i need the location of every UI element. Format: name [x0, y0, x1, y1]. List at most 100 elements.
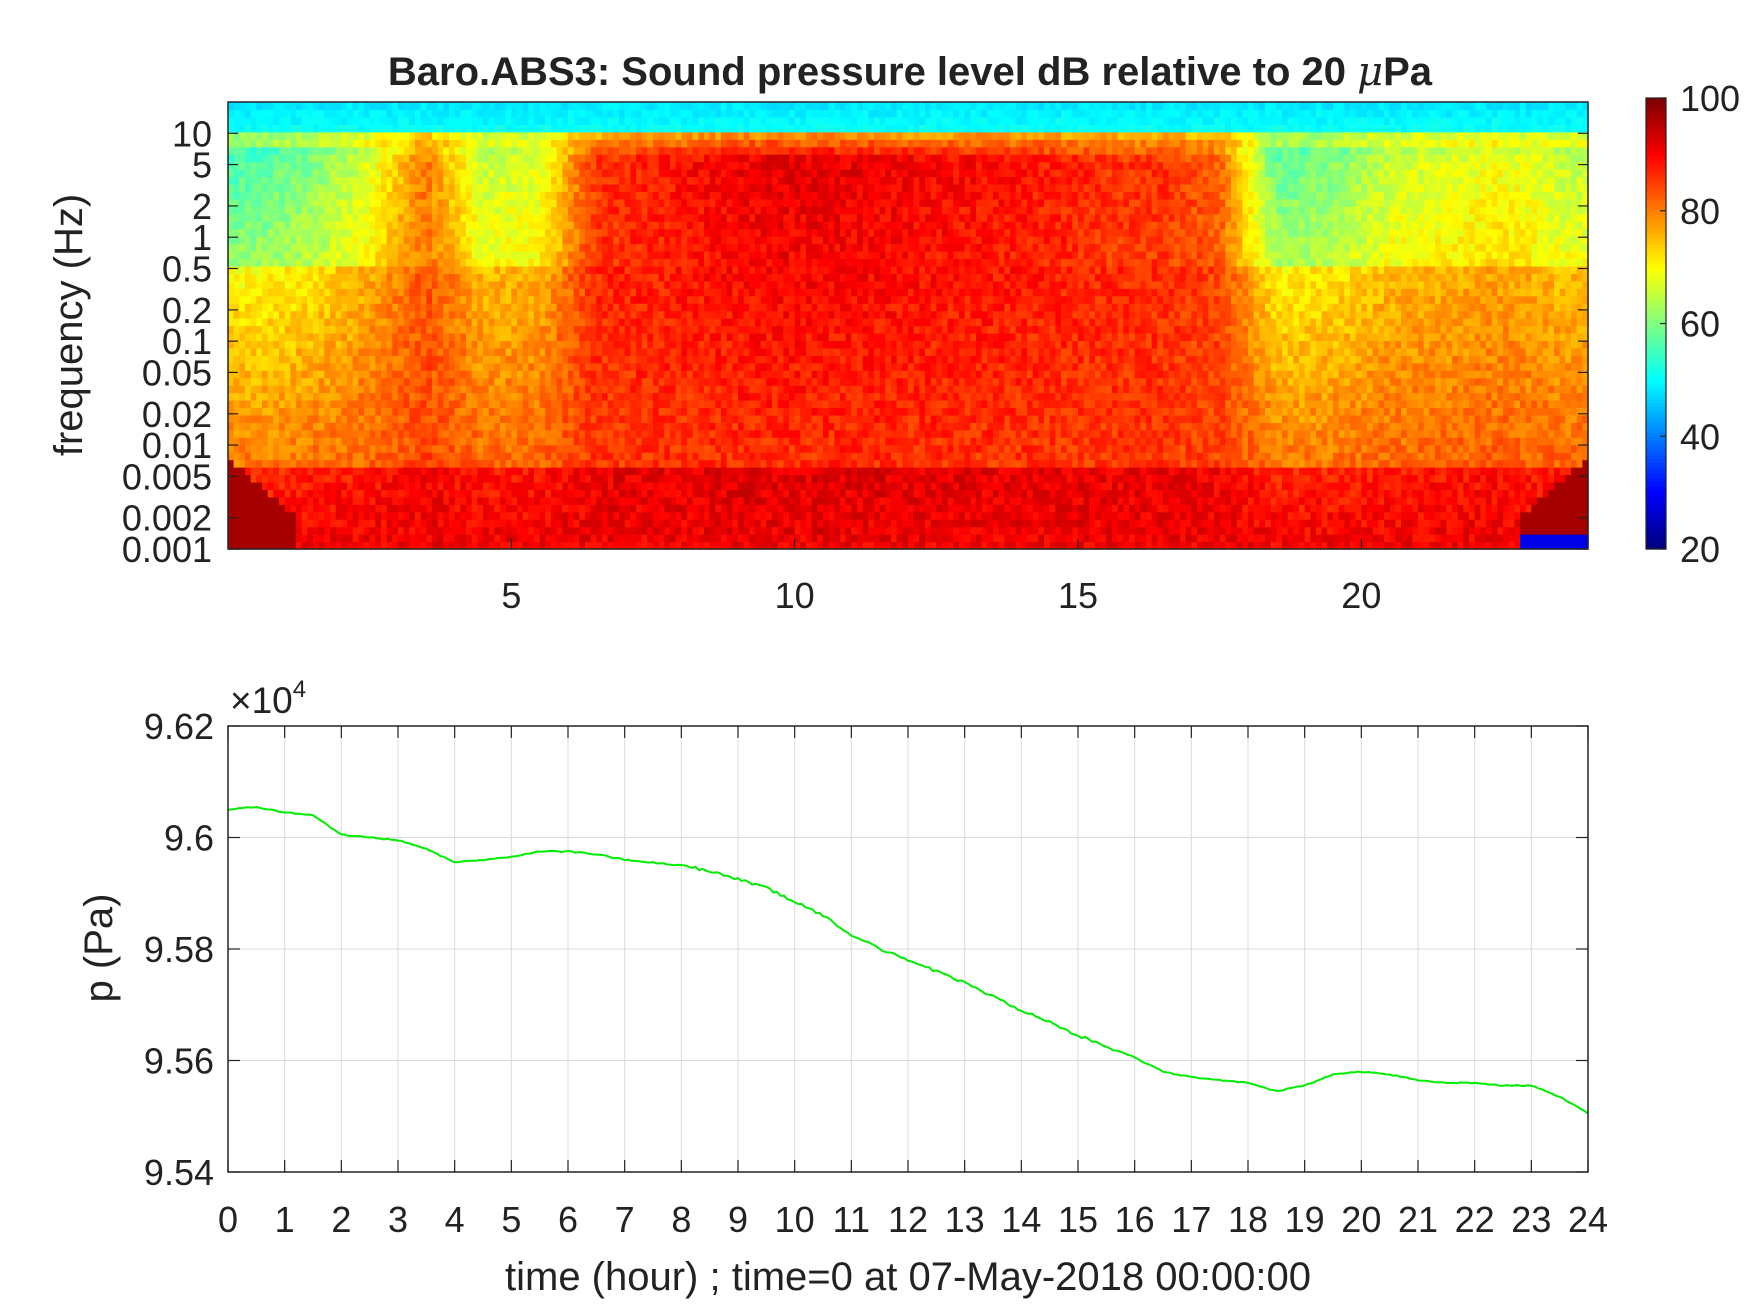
spectrogram-cell: [528, 362, 535, 371]
spectrogram-cell: [670, 191, 677, 200]
spectrogram-cell: [647, 355, 654, 364]
spectrogram-cell: [494, 318, 501, 327]
spectrogram-cell: [375, 288, 382, 297]
spectrogram-cell: [602, 131, 609, 140]
spectrogram-cell: [284, 444, 291, 453]
spectrogram-cell: [522, 325, 529, 334]
spectrogram-cell: [392, 288, 399, 297]
spectrogram-cell: [381, 280, 388, 289]
spectrogram-cell: [539, 243, 546, 252]
spectrogram-cell: [330, 169, 337, 178]
spectrogram-cell: [392, 347, 399, 356]
spectrogram-cell: [296, 161, 303, 170]
spectrogram-cell: [318, 146, 325, 155]
spectrogram-cell: [409, 370, 416, 379]
spectrogram-cell: [630, 429, 637, 438]
spectrogram-cell: [375, 139, 382, 148]
spectrogram-cell: [301, 243, 308, 252]
spectrogram-cell: [488, 295, 495, 304]
spectrogram-cell: [624, 496, 631, 505]
spectrogram-cell: [256, 191, 263, 200]
spectrogram-cell: [449, 347, 456, 356]
spectrogram-cell: [415, 534, 422, 543]
spectrogram-cell: [619, 459, 626, 468]
spectrogram-cell: [250, 258, 257, 267]
spectrogram-cell: [658, 437, 665, 446]
spectrogram-cell: [471, 295, 478, 304]
spectrogram-cell: [647, 213, 654, 222]
spectrogram-cell: [534, 414, 541, 423]
spectrogram-cell: [335, 236, 342, 245]
spectrogram-cell: [245, 243, 252, 252]
spectrogram-cell: [636, 340, 643, 349]
spectrogram-cell: [619, 422, 626, 431]
spectrogram-cell: [228, 526, 235, 535]
spectrogram-cell: [488, 407, 495, 416]
spectrogram-cell: [630, 504, 637, 513]
spectrogram-cell: [279, 526, 286, 535]
spectrogram-cell: [630, 295, 637, 304]
spectrogram-cell: [262, 526, 269, 535]
spectrogram-cell: [443, 265, 450, 274]
spectrogram-cell: [262, 191, 269, 200]
spectrogram-cell: [330, 489, 337, 498]
spectrogram-cell: [528, 422, 535, 431]
spectrogram-cell: [681, 169, 688, 178]
spectrogram-cell: [460, 139, 467, 148]
spectrogram-cell: [602, 400, 609, 409]
spectrogram-cell: [477, 288, 484, 297]
spectrogram-cell: [556, 161, 563, 170]
spectrogram-cell: [522, 526, 529, 535]
spectrogram-cell: [687, 467, 694, 476]
spectrogram-cell: [313, 258, 320, 267]
spectrogram-cell: [505, 124, 512, 133]
spectrogram-cell: [432, 273, 439, 282]
spectrogram-cell: [341, 265, 348, 274]
spectrogram-cell: [658, 124, 665, 133]
spectrogram-cell: [471, 131, 478, 140]
spectrogram-cell: [437, 534, 444, 543]
spectrogram-cell: [613, 467, 620, 476]
spectrogram-cell: [449, 161, 456, 170]
spectrogram-cell: [347, 377, 354, 386]
spectrogram-cell: [517, 400, 524, 409]
spectrogram-cell: [545, 474, 552, 483]
spectrogram-cell: [437, 392, 444, 401]
spectrogram-cell: [335, 511, 342, 520]
spectrogram-cell: [664, 347, 671, 356]
spectrogram-cell: [454, 221, 461, 230]
spectrogram-cell: [375, 191, 382, 200]
spectrogram-cell: [483, 191, 490, 200]
spectrogram-cell: [585, 325, 592, 334]
spectrogram-cell: [233, 265, 240, 274]
spectrogram-cell: [692, 407, 699, 416]
spectrogram-cell: [619, 347, 626, 356]
spectrogram-cell: [460, 206, 467, 215]
spectrogram-cell: [364, 504, 371, 513]
spectrogram-cell: [364, 102, 371, 111]
spectrogram-cell: [228, 206, 235, 215]
spectrogram-cell: [539, 325, 546, 334]
spectrogram-cell: [460, 489, 467, 498]
spectrogram-cell: [403, 198, 410, 207]
spectrogram-cell: [596, 459, 603, 468]
spectrogram-cell: [641, 519, 648, 528]
spectrogram-cell: [273, 526, 280, 535]
spectrogram-cell: [415, 444, 422, 453]
spectrogram-cell: [664, 280, 671, 289]
spectrogram-cell: [562, 124, 569, 133]
spectrogram-cell: [250, 161, 257, 170]
spectrogram-cell: [568, 459, 575, 468]
spectrogram-cell: [528, 385, 535, 394]
spectrogram-cell: [607, 370, 614, 379]
spectrogram-cell: [245, 377, 252, 386]
spectrogram-cell: [596, 370, 603, 379]
spectrogram-cell: [664, 541, 671, 550]
spectrogram-cell: [483, 228, 490, 237]
spectrogram-cell: [301, 221, 308, 230]
spectrogram-cell: [335, 355, 342, 364]
spectrogram-cell: [313, 332, 320, 341]
spectrogram-cell: [437, 526, 444, 535]
spectrogram-cell: [250, 526, 257, 535]
spectrogram-cell: [505, 400, 512, 409]
